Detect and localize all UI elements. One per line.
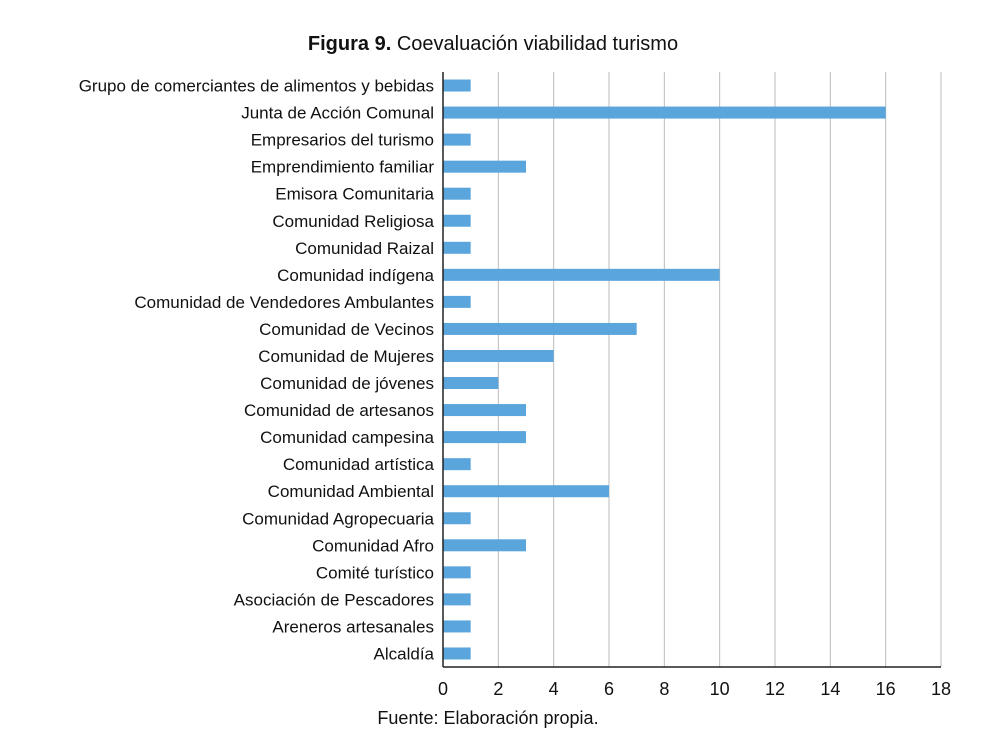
category-label: Comité turístico <box>316 563 434 582</box>
x-tick-label: 10 <box>710 679 730 699</box>
x-tick-label: 14 <box>820 679 840 699</box>
bar <box>443 268 720 281</box>
bar <box>443 241 471 254</box>
grid-lines <box>497 72 942 667</box>
bar <box>443 160 526 173</box>
bar <box>443 593 471 606</box>
category-label: Emisora Comunitaria <box>275 185 434 204</box>
category-label: Grupo de comerciantes de alimentos y beb… <box>79 77 434 96</box>
bar <box>443 566 471 579</box>
bar <box>443 133 471 146</box>
bar <box>443 295 471 308</box>
x-tick-label: 8 <box>659 679 669 699</box>
bar <box>443 187 471 200</box>
source-note: Fuente: Elaboración propia. <box>377 708 599 728</box>
category-label: Comunidad de jóvenes <box>260 374 434 393</box>
x-tick-label: 16 <box>876 679 896 699</box>
category-label: Empresarios del turismo <box>251 131 434 150</box>
x-tick-label: 12 <box>765 679 785 699</box>
category-label: Comunidad Afro <box>312 536 434 555</box>
x-tick-label: 6 <box>604 679 614 699</box>
x-tick-labels: 0 2 4 6 8 10 12 14 16 18 <box>438 679 951 699</box>
category-label: Asociación de Pescadores <box>234 590 434 609</box>
bar <box>443 485 609 498</box>
category-label: Comunidad de Vecinos <box>259 320 434 339</box>
chart-title: Figura 9. Coevaluación viabilidad turism… <box>0 30 986 58</box>
axes <box>442 72 941 668</box>
category-label: Emprendimiento familiar <box>251 158 435 177</box>
bar <box>443 539 526 552</box>
figure-number: Figura 9. <box>307 33 392 55</box>
bar <box>443 349 554 362</box>
category-labels: Grupo de comerciantes de alimentos y beb… <box>79 77 435 664</box>
bar-chart: Grupo de comerciantes de alimentos y beb… <box>79 72 951 699</box>
bar <box>443 620 471 633</box>
category-label: Comunidad Agropecuaria <box>242 509 434 528</box>
bar <box>443 106 886 119</box>
bar <box>443 512 471 525</box>
bar <box>443 79 471 92</box>
category-label: Alcaldía <box>374 644 435 663</box>
bar <box>443 458 471 471</box>
bar <box>443 404 526 417</box>
bar <box>443 377 499 390</box>
x-tick-label: 2 <box>493 679 503 699</box>
category-label: Comunidad de Vendedores Ambulantes <box>134 293 434 312</box>
category-label: Comunidad de Mujeres <box>258 347 434 366</box>
category-label: Comunidad Ambiental <box>268 482 434 501</box>
x-tick-label: 0 <box>438 679 448 699</box>
category-label: Comunidad artística <box>283 455 435 474</box>
x-tick-label: 4 <box>549 679 559 699</box>
category-label: Areneros artesanales <box>272 617 434 636</box>
bar <box>443 214 471 227</box>
category-label: Comunidad indígena <box>277 266 434 285</box>
bars <box>443 79 886 660</box>
bar <box>443 647 471 660</box>
category-label: Comunidad de artesanos <box>244 401 434 420</box>
bar <box>443 322 637 335</box>
category-label: Junta de Acción Comunal <box>241 104 434 123</box>
category-label: Comunidad campesina <box>260 428 434 447</box>
x-tick-label: 18 <box>931 679 951 699</box>
category-label: Comunidad Raizal <box>295 239 434 258</box>
chart-title-text: Coevaluación viabilidad turismo <box>396 33 679 55</box>
category-label: Comunidad Religiosa <box>272 212 434 231</box>
bar <box>443 431 526 444</box>
